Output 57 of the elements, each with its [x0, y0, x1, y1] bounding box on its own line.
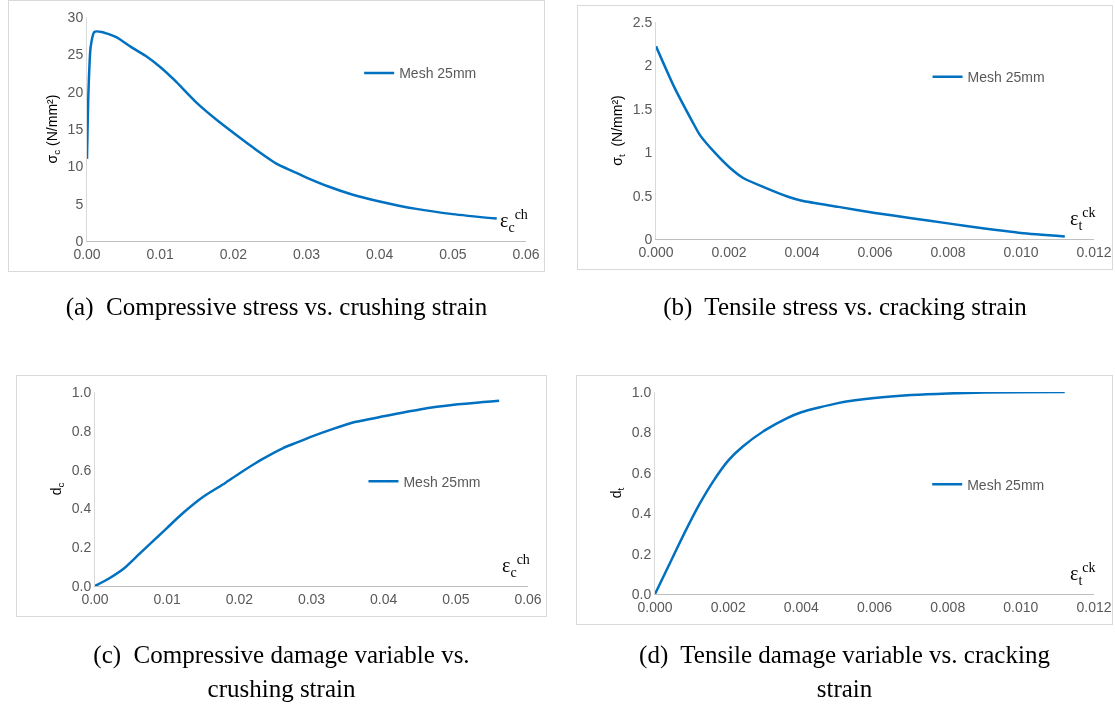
- y-tick-label: 1.0: [71, 383, 92, 400]
- x-tick-label: 0.05: [442, 590, 470, 607]
- x-tick-label: 0.01: [153, 590, 182, 607]
- x-tick-label: 0.06: [514, 590, 542, 607]
- text: (c) Compressive damage variable vs. crushing strain: [92, 640, 471, 704]
- y-tick-label: 0.2: [71, 539, 92, 556]
- x-tick-label: 0.006: [857, 243, 893, 260]
- x-tick-label: 0.004: [783, 598, 820, 615]
- x-tick-label: 0.002: [711, 243, 747, 260]
- y-tick-label: 5: [75, 195, 84, 212]
- y-tick-label: 0.5: [632, 187, 653, 204]
- x-tick-label: 0.008: [930, 598, 966, 615]
- x-tick-label: 0.012: [1076, 598, 1112, 615]
- x-tick-label: 0.02: [219, 245, 248, 262]
- x-tick-label: 0.01: [146, 245, 175, 262]
- x-tick-label: 0.04: [370, 590, 398, 607]
- y-tick-label: 1.0: [631, 383, 652, 400]
- x-tick-label: 0.012: [1076, 243, 1112, 260]
- text: (d) Tensile damage variable vs. cracking strain: [638, 640, 1051, 704]
- y-tick-label: 0.6: [631, 464, 652, 481]
- y-tick-label: 20: [67, 83, 84, 100]
- text: (b) Tensile stress vs. cracking strain: [662, 292, 1028, 323]
- y-tick-label: 0.4: [71, 500, 92, 517]
- y-tick-label: 30: [67, 8, 84, 25]
- y-tick-label: 0.8: [71, 422, 92, 439]
- legend-label: Mesh 25mm: [967, 69, 1045, 86]
- legend-label: Mesh 25mm: [399, 65, 477, 82]
- x-tick-label: 0.03: [297, 590, 326, 607]
- line-series: [656, 45, 1067, 238]
- y-tick-label: 10: [67, 158, 84, 175]
- x-tick-label: 0.05: [439, 245, 467, 262]
- x-tick-label: 0.04: [366, 245, 394, 262]
- x-tick-label: 0.010: [1003, 243, 1039, 260]
- y-tick-label: 0.2: [631, 545, 652, 562]
- legend-label: Mesh 25mm: [967, 476, 1045, 493]
- y-tick-label: 0.6: [71, 461, 92, 478]
- legend-label: Mesh 25mm: [403, 473, 481, 490]
- y-tick-label: 1.5: [632, 100, 653, 117]
- x-tick-label: 0.03: [292, 245, 321, 262]
- x-tick-label: 0.008: [930, 243, 966, 260]
- y-tick-label: 2: [644, 57, 653, 74]
- y-tick-label: 2.5: [632, 13, 653, 30]
- x-tick-label: 0.010: [1003, 598, 1039, 615]
- y-tick-label: 15: [67, 120, 84, 137]
- line-series: [87, 30, 498, 220]
- y-tick-label: 0.4: [631, 505, 652, 522]
- line-series: [655, 392, 1066, 594]
- x-tick-label: 0.06: [512, 245, 540, 262]
- text: (a) Compressive stress vs. crushing strain: [64, 292, 489, 323]
- x-tick-label: 0.006: [856, 598, 893, 615]
- line-series: [95, 399, 501, 586]
- y-tick-label: 25: [67, 46, 84, 63]
- x-tick-label: 0.002: [710, 598, 746, 615]
- x-tick-label: 0.02: [225, 590, 254, 607]
- x-tick-label: 0.004: [784, 243, 820, 260]
- y-tick-label: 1: [644, 144, 653, 161]
- y-tick-label: 0.8: [631, 424, 652, 441]
